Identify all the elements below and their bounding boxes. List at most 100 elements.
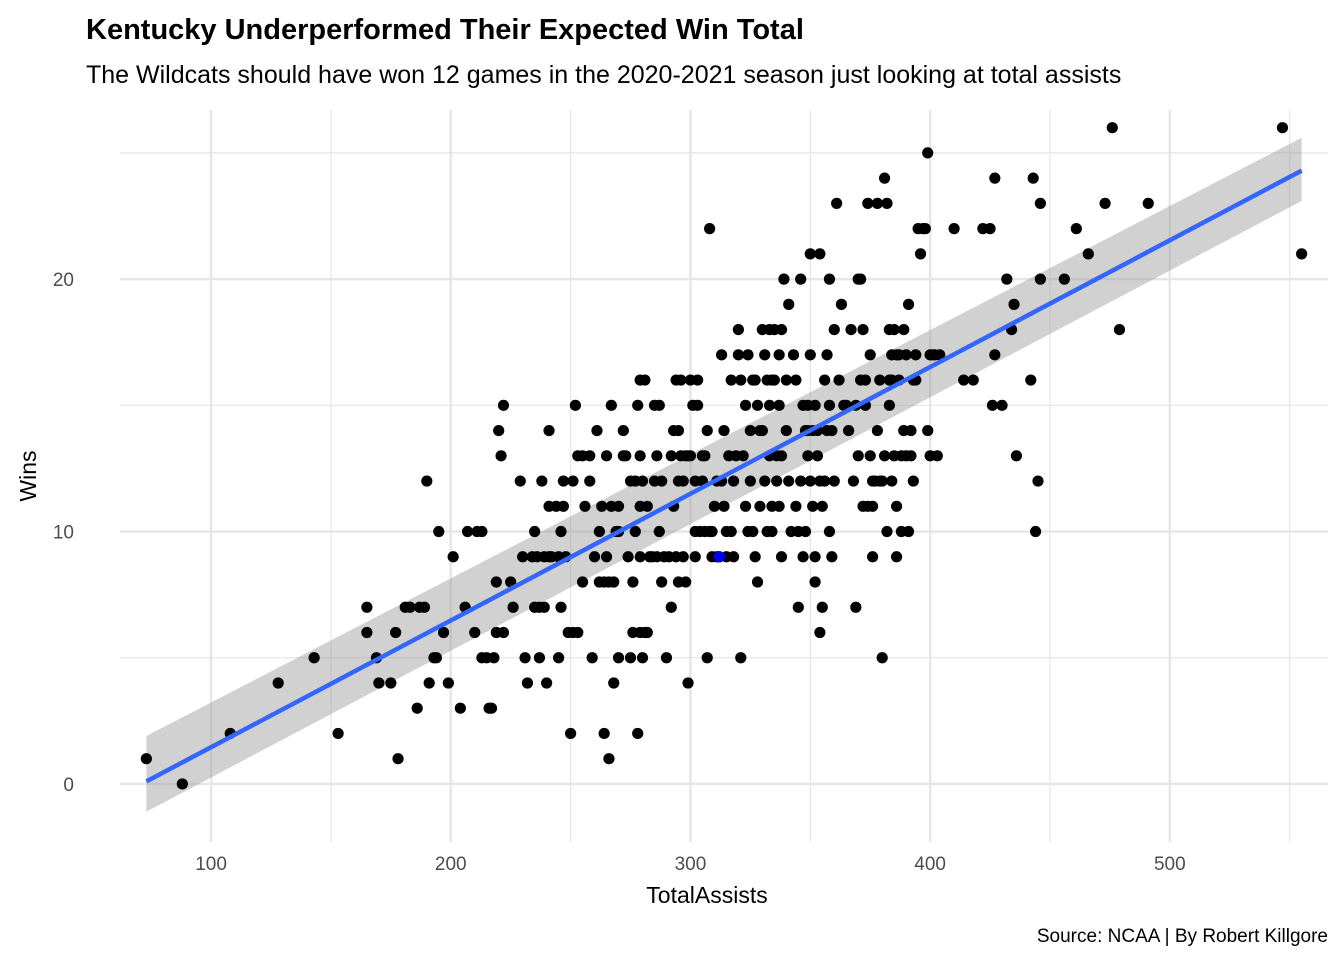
fit-line bbox=[145, 168, 1303, 784]
data-point bbox=[804, 248, 816, 260]
data-point bbox=[308, 652, 320, 664]
data-point bbox=[586, 652, 598, 664]
x-tick-label: 500 bbox=[1154, 854, 1186, 875]
data-point bbox=[608, 677, 620, 689]
data-point bbox=[461, 525, 474, 538]
data-point bbox=[636, 652, 649, 664]
data-point bbox=[704, 223, 716, 235]
data-point bbox=[672, 424, 685, 437]
data-point bbox=[919, 223, 931, 235]
data-point bbox=[584, 450, 596, 462]
data-point bbox=[857, 324, 869, 336]
data-point bbox=[677, 551, 689, 563]
data-point bbox=[622, 551, 634, 563]
data-point bbox=[783, 475, 795, 487]
data-point bbox=[835, 298, 848, 310]
data-point bbox=[859, 374, 872, 386]
data-point bbox=[902, 298, 915, 310]
data-point bbox=[373, 677, 385, 689]
data-point bbox=[476, 525, 488, 538]
data-point bbox=[732, 349, 744, 361]
data-point bbox=[543, 424, 555, 437]
data-point bbox=[627, 576, 639, 588]
chart-title: Kentucky Underperformed Their Expected W… bbox=[86, 14, 804, 46]
data-point bbox=[900, 349, 912, 361]
data-point bbox=[739, 500, 752, 512]
data-point bbox=[641, 500, 653, 512]
data-point bbox=[605, 399, 617, 411]
data-point bbox=[617, 424, 629, 437]
data-point bbox=[775, 551, 788, 563]
data-point bbox=[826, 551, 838, 563]
data-point bbox=[600, 551, 613, 563]
data-point bbox=[1034, 273, 1046, 285]
x-tick-label: 400 bbox=[914, 854, 946, 875]
data-point bbox=[588, 551, 601, 563]
data-point bbox=[692, 374, 704, 386]
data-point bbox=[934, 349, 946, 361]
data-point bbox=[620, 450, 632, 462]
data-point bbox=[514, 475, 526, 487]
data-point bbox=[675, 374, 687, 386]
data-point bbox=[763, 399, 776, 411]
data-point bbox=[828, 475, 840, 487]
data-point bbox=[507, 601, 519, 613]
data-point bbox=[612, 652, 625, 664]
data-point bbox=[905, 450, 917, 462]
data-point bbox=[804, 349, 816, 361]
data-point bbox=[600, 450, 613, 462]
data-point bbox=[634, 450, 646, 462]
data-point bbox=[931, 450, 943, 462]
data-point bbox=[989, 349, 1001, 361]
data-point bbox=[814, 248, 826, 260]
data-point bbox=[797, 551, 809, 563]
data-point bbox=[536, 475, 548, 487]
data-point bbox=[651, 450, 663, 462]
data-point bbox=[1034, 197, 1046, 209]
data-point bbox=[967, 374, 979, 386]
data-point bbox=[641, 626, 653, 639]
data-point bbox=[725, 525, 737, 538]
data-point bbox=[864, 450, 876, 462]
data-point bbox=[593, 525, 605, 538]
data-point bbox=[780, 424, 792, 437]
data-point bbox=[833, 374, 845, 386]
data-point bbox=[804, 475, 816, 487]
data-point bbox=[773, 349, 785, 361]
data-point bbox=[140, 753, 152, 765]
data-point bbox=[823, 273, 836, 285]
data-point bbox=[831, 197, 843, 209]
data-point bbox=[787, 349, 800, 361]
data-point bbox=[775, 324, 788, 336]
data-point bbox=[390, 626, 402, 639]
data-point bbox=[495, 450, 507, 462]
data-point bbox=[176, 778, 188, 790]
data-point bbox=[826, 424, 838, 437]
data-point bbox=[692, 399, 704, 411]
data-point bbox=[632, 399, 644, 411]
data-point bbox=[579, 500, 591, 512]
data-point bbox=[332, 727, 344, 740]
data-point bbox=[814, 626, 826, 639]
data-point bbox=[948, 223, 960, 235]
regression-line bbox=[145, 168, 1303, 784]
data-point bbox=[768, 374, 780, 386]
data-point bbox=[874, 374, 886, 386]
data-point bbox=[843, 424, 855, 437]
data-point bbox=[864, 349, 876, 361]
chart-subtitle: The Wildcats should have won 12 games in… bbox=[86, 61, 1121, 89]
y-tick-label: 20 bbox=[53, 270, 74, 291]
data-point bbox=[521, 677, 534, 689]
data-point bbox=[411, 702, 423, 714]
data-point bbox=[902, 525, 915, 538]
data-point bbox=[1070, 223, 1082, 235]
data-point bbox=[816, 601, 828, 613]
data-point bbox=[799, 525, 812, 538]
data-point bbox=[677, 475, 689, 487]
data-point bbox=[1142, 197, 1154, 209]
data-point bbox=[636, 475, 649, 487]
data-point bbox=[914, 248, 927, 260]
data-point bbox=[737, 450, 749, 462]
data-point bbox=[716, 349, 728, 361]
data-point bbox=[795, 273, 807, 285]
